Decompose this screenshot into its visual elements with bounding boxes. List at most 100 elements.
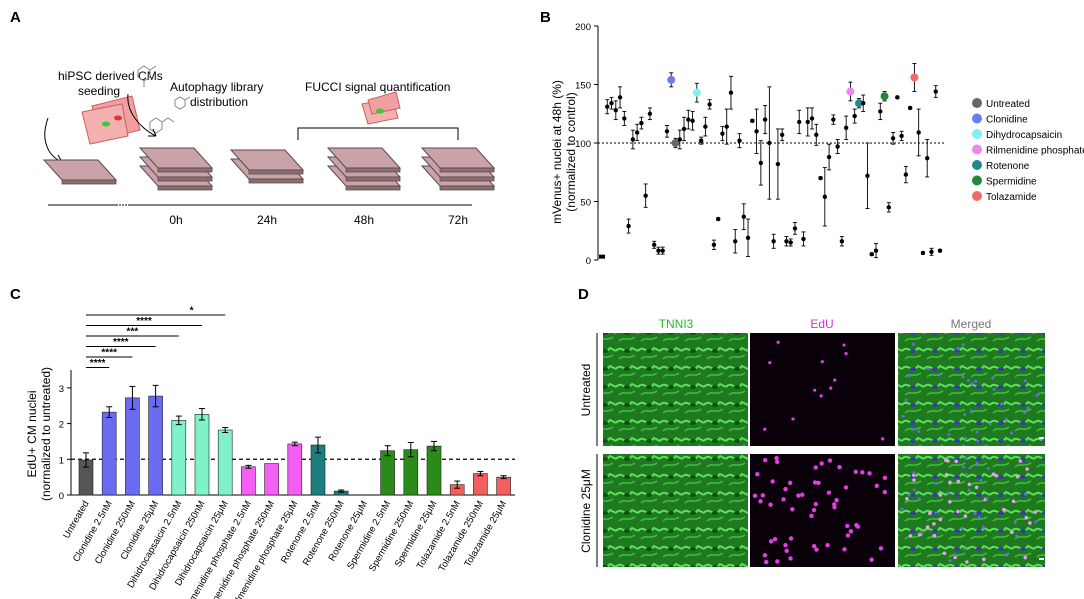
- nucleus-dot: [1023, 379, 1027, 383]
- chart-c-bar: [473, 473, 488, 496]
- legend-label: Clonidine: [986, 115, 1028, 126]
- nucleus-dot: [912, 478, 916, 482]
- nucleus-dot: [986, 466, 990, 470]
- nucleus-dot: [1015, 474, 1020, 479]
- chart-b-point: [843, 125, 849, 130]
- chart-b-point: [916, 130, 921, 135]
- significance-label: ***: [127, 327, 139, 338]
- nucleus-dot: [768, 502, 773, 507]
- chart-b-point: [667, 75, 676, 84]
- chart-b-point: [698, 138, 704, 143]
- chart-b-point: [865, 173, 870, 178]
- chart-c-ytick-label: 3: [59, 384, 64, 395]
- nucleus-dot: [918, 530, 922, 534]
- nucleus-dot: [934, 511, 938, 515]
- nucleus-dot: [827, 458, 833, 463]
- chart-c-bar: [194, 413, 210, 496]
- nucleus-dot: [942, 551, 947, 556]
- chart-b-point: [599, 254, 605, 259]
- nucleus-dot: [956, 509, 960, 514]
- chart-c-bar: [125, 397, 140, 496]
- nucleus-dot: [1011, 499, 1016, 504]
- scale-bar: [1039, 437, 1044, 439]
- chart-b-point: [622, 116, 627, 121]
- nucleus-dot: [882, 489, 888, 495]
- chart-b-point: [854, 99, 863, 108]
- nucleus-dot: [768, 539, 774, 544]
- nucleus-dot: [961, 465, 965, 469]
- chart-b-point: [703, 124, 708, 129]
- chart-b-point: [754, 129, 759, 134]
- chart-b-point: [839, 239, 845, 244]
- nucleus-dot: [860, 470, 865, 475]
- nucleus-dot: [811, 507, 817, 513]
- nucleus-dot: [853, 469, 858, 475]
- chart-b-point: [692, 88, 701, 97]
- legend-label: Untreated: [986, 99, 1030, 110]
- column-label-edu: EdU: [810, 317, 833, 331]
- nucleus-dot: [912, 342, 916, 346]
- nucleus-dot: [970, 382, 974, 386]
- nucleus-dot: [882, 475, 888, 481]
- nucleus-dot: [1004, 417, 1008, 421]
- chart-b-point: [656, 248, 661, 253]
- chart-b-point: [741, 214, 746, 219]
- nucleus-dot: [911, 428, 915, 432]
- nucleus-dot: [964, 472, 968, 476]
- chart-c-bar: [217, 429, 233, 496]
- chart-b-ytick-label: 0: [586, 256, 591, 267]
- nucleus-dot: [787, 480, 793, 486]
- chart-b-point: [724, 124, 729, 129]
- significance-label: ****: [101, 348, 117, 359]
- nucleus-dot: [783, 486, 788, 492]
- nucleus-dot: [973, 511, 977, 515]
- nucleus-dot: [813, 501, 818, 507]
- significance-label: ****: [136, 316, 152, 327]
- chart-b-point: [890, 136, 896, 141]
- chart-b-point: [878, 109, 883, 114]
- chart-b-point: [613, 108, 618, 113]
- chart-b-point: [626, 223, 631, 229]
- chart-b-point: [715, 216, 721, 222]
- nucleus-dot: [772, 536, 778, 542]
- nucleus-dot: [814, 547, 819, 552]
- nucleus-dot: [1034, 520, 1038, 524]
- panel-b-label: B: [540, 9, 551, 26]
- nucleus-dot: [758, 499, 763, 504]
- nucleus-dot: [752, 493, 758, 498]
- nucleus-dot: [1005, 553, 1009, 557]
- step-fucci-label: FUCCI signal quantification: [305, 80, 450, 94]
- nucleus-dot: [938, 517, 943, 522]
- chart-b-point: [647, 111, 653, 116]
- chart-b-point: [814, 132, 819, 138]
- nucleus-dot: [956, 479, 961, 484]
- chart-b-point: [846, 87, 855, 96]
- image-merged-clonidine: [898, 454, 1045, 567]
- chart-b-point: [681, 126, 687, 132]
- nucleus-dot: [825, 543, 830, 548]
- timepoint-24h: 24h: [257, 213, 277, 227]
- nucleus-dot: [837, 464, 842, 470]
- chart-b-point: [818, 175, 823, 181]
- nucleus-dot: [813, 465, 818, 470]
- nucleus-dot: [948, 559, 952, 563]
- nucleus-dot: [966, 379, 970, 383]
- nucleus-dot: [788, 556, 793, 561]
- nucleus-dot: [826, 490, 832, 495]
- chart-b-point: [895, 95, 900, 100]
- nucleus-dot: [1000, 402, 1004, 406]
- chart-b-point: [797, 119, 802, 125]
- chart-c-bar: [380, 450, 395, 496]
- nucleus-dot: [811, 543, 817, 549]
- nucleus-dot: [926, 367, 930, 371]
- nucleus-dot: [975, 430, 979, 434]
- nucleus-dot: [845, 533, 851, 538]
- nucleus-dot: [1023, 492, 1027, 496]
- nucleus-dot: [991, 376, 995, 380]
- nucleus-dot: [967, 482, 972, 487]
- nucleus-dot: [954, 459, 959, 464]
- nucleus-dot: [819, 394, 823, 398]
- nucleus-dot: [820, 360, 824, 364]
- molecule-icon: [137, 65, 191, 134]
- nucleus-dot: [988, 422, 992, 426]
